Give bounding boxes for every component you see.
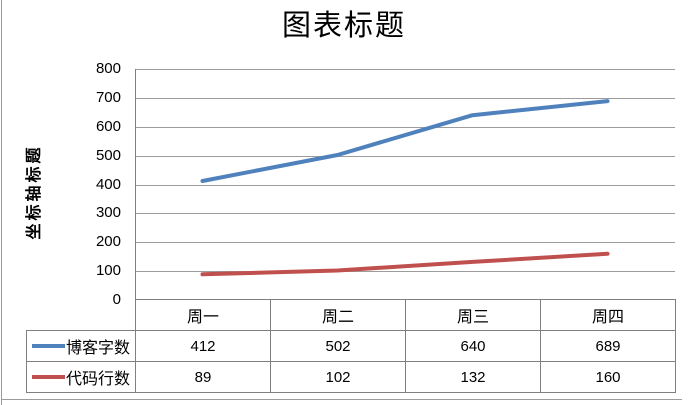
y-axis-tick-label: 300 [95, 204, 121, 222]
series-value-cell: 412 [135, 330, 271, 362]
y-axis-tick-label: 200 [95, 233, 121, 251]
legend-line-swatch-icon [32, 344, 65, 348]
series-value-cell: 160 [540, 361, 676, 393]
series-value-cell: 640 [405, 330, 541, 362]
y-axis-tick-label: 400 [95, 175, 121, 193]
y-axis-tick-label: 0 [112, 291, 121, 308]
legend-line-swatch-icon [32, 375, 65, 379]
table-series-row: 代码行数 89 102 132 160 [26, 361, 676, 393]
series-line-0 [200, 99, 610, 183]
y-axis-tick-label: 800 [95, 60, 121, 77]
series-name-label: 代码行数 [66, 371, 131, 388]
chart-outer-border-left [1, 0, 2, 405]
series-legend-cell: 代码行数 [26, 361, 136, 393]
series-value-cell: 89 [135, 361, 271, 393]
series-name-label: 博客字数 [66, 340, 131, 357]
y-axis-tick-label: 700 [95, 88, 121, 106]
series-value-cell: 102 [270, 361, 406, 393]
table-header-row: 周一 周二 周三 周四 [27, 299, 676, 331]
table-series-row: 博客字数 412 502 640 689 [26, 330, 676, 362]
category-header-cell: 周四 [540, 299, 676, 331]
series-legend-cell: 博客字数 [26, 330, 136, 362]
table-corner-blank [27, 300, 136, 331]
y-axis-tick-label: 600 [95, 117, 121, 135]
chart-outer-border-bottom [2, 399, 682, 400]
series-line-1 [200, 251, 610, 277]
chart-data-table: 周一 周二 周三 周四 博客字数 412 502 640 689 代码行数 89 102 132 160 [26, 299, 676, 393]
category-header-cell: 周二 [270, 299, 406, 331]
series-value-cell: 502 [270, 330, 406, 362]
series-value-cell: 132 [405, 361, 541, 393]
series-value-cell: 689 [540, 330, 676, 362]
chart-title: 图表标题 [281, 10, 406, 42]
category-header-cell: 周一 [135, 299, 271, 331]
y-axis-tick-label: 500 [95, 146, 121, 164]
y-axis-tick-label: 100 [95, 262, 121, 280]
category-header-cell: 周三 [405, 299, 541, 331]
